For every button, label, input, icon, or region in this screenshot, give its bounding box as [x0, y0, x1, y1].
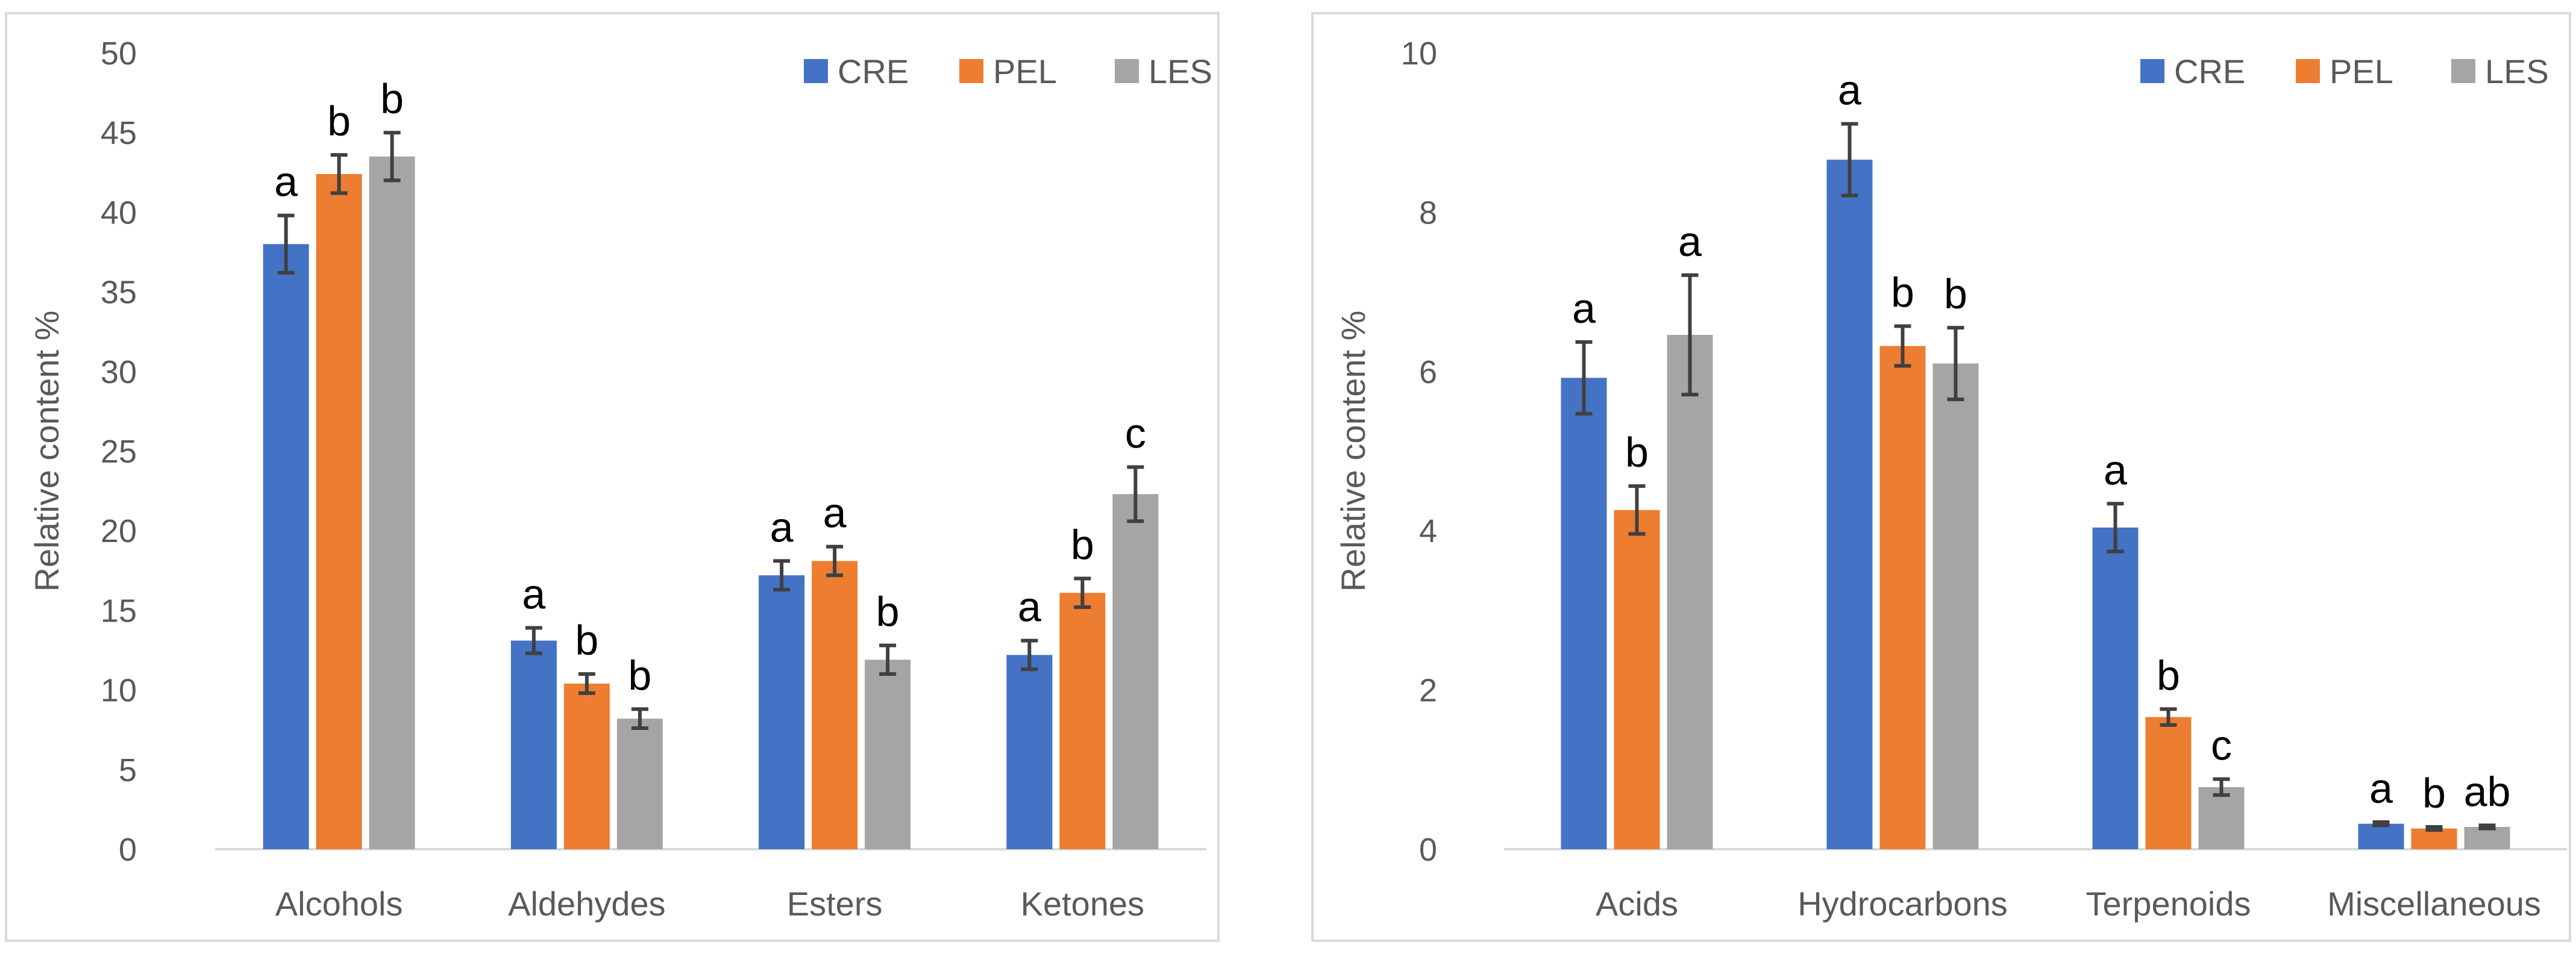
- right-bar-cre: [2092, 527, 2139, 849]
- right-y-tick-label: 2: [1419, 673, 1437, 709]
- right-legend-label-pel: PEL: [2330, 52, 2393, 90]
- right-legend-swatch-les: [2451, 59, 2475, 83]
- chart-panel-left: Relative content % 0 5 10 15 20 25 30 35 40 45 50 Al…: [5, 12, 1220, 942]
- left-bar-cre: [263, 244, 309, 849]
- left-category-label: Alcohols: [275, 885, 403, 923]
- right-y-tick-label: 8: [1419, 195, 1437, 231]
- right-legend-label-cre: CRE: [2174, 52, 2245, 90]
- right-significance-letter: b: [1944, 270, 1967, 317]
- right-significance-letter: b: [1891, 269, 1914, 316]
- right-bar-pel: [1614, 510, 1660, 849]
- left-legend-label-les: LES: [1149, 52, 1212, 90]
- left-y-tick-label: 30: [101, 354, 137, 390]
- left-y-tick-label: 45: [101, 115, 137, 151]
- left-bar-cre: [759, 575, 805, 849]
- left-significance-letter: b: [327, 98, 351, 145]
- left-significance-letter: a: [823, 490, 847, 537]
- right-significance-letter: a: [1838, 67, 1861, 114]
- right-bar-les: [2198, 787, 2245, 849]
- right-significance-letter: b: [1625, 429, 1649, 476]
- right-y-tick-label: 0: [1419, 832, 1437, 868]
- left-significance-letter: c: [1125, 410, 1146, 457]
- left-legend-label-pel: PEL: [993, 52, 1057, 90]
- left-legend-swatch-pel: [959, 59, 983, 83]
- left-legend-swatch-les: [1115, 59, 1139, 83]
- right-bar-les: [1932, 363, 1979, 849]
- right-significance-letter: c: [2211, 722, 2232, 769]
- right-legend-label-les: LES: [2485, 52, 2549, 90]
- left-significance-letter: a: [522, 570, 545, 617]
- left-category-label: Aldehydes: [508, 885, 666, 923]
- left-legend-swatch-cre: [804, 59, 828, 83]
- right-y-tick-label: 10: [1401, 36, 1437, 72]
- right-bar-cre: [2358, 823, 2404, 849]
- left-bar-pel: [1059, 593, 1106, 849]
- right-significance-letter: ab: [2464, 768, 2511, 815]
- left-significance-letter: b: [628, 652, 651, 699]
- left-bar-pel: [812, 561, 858, 849]
- left-bar-les: [616, 719, 663, 849]
- left-significance-letter: a: [770, 504, 794, 550]
- left-significance-letter: b: [380, 75, 404, 122]
- right-category-label: Hydrocarbons: [1797, 885, 2008, 923]
- right-category-label: Miscellaneous: [2327, 885, 2541, 923]
- right-significance-letter: a: [2369, 765, 2393, 812]
- left-bar-pel: [563, 684, 610, 849]
- right-bar-les: [1667, 334, 1713, 849]
- left-bar-les: [865, 659, 911, 849]
- left-category-label: Ketones: [1021, 885, 1145, 923]
- right-significance-letter: b: [2422, 770, 2446, 817]
- right-significance-letter: a: [1572, 285, 1596, 332]
- left-category-label: Esters: [787, 885, 883, 923]
- left-y-tick-label: 5: [119, 752, 137, 788]
- right-bar-cre: [1561, 378, 1607, 849]
- right-bar-les: [2464, 826, 2510, 849]
- left-bar-les: [1112, 494, 1159, 849]
- left-y-tick-label: 35: [101, 275, 137, 311]
- left-y-tick-label: 15: [101, 593, 137, 629]
- right-bar-pel: [2145, 717, 2192, 849]
- left-y-axis-label: Relative content %: [28, 311, 66, 592]
- right-category-label: Acids: [1596, 885, 1678, 923]
- left-significance-letter: a: [274, 158, 298, 205]
- right-significance-letter: b: [2157, 652, 2180, 699]
- right-bar-pel: [2411, 828, 2457, 849]
- right-category-label: Terpenoids: [2086, 885, 2251, 923]
- chart-right-svg: Relative content %0246810AcidsabaHydroca…: [1334, 36, 2567, 923]
- left-y-tick-label: 50: [101, 36, 137, 72]
- right-y-tick-label: 6: [1419, 354, 1437, 390]
- right-y-axis-label: Relative content %: [1334, 311, 1372, 592]
- left-legend-label-cre: CRE: [838, 52, 909, 90]
- left-significance-letter: b: [1071, 522, 1094, 569]
- right-y-tick-label: 4: [1419, 513, 1437, 549]
- right-legend-swatch-cre: [2140, 59, 2164, 83]
- left-significance-letter: a: [1018, 584, 1041, 631]
- left-y-tick-label: 25: [101, 434, 137, 470]
- right-bar-cre: [1826, 160, 1873, 850]
- right-significance-letter: a: [1678, 218, 1702, 265]
- right-bar-pel: [1879, 346, 1926, 849]
- right-legend-swatch-pel: [2296, 59, 2320, 83]
- left-y-tick-label: 10: [101, 673, 137, 709]
- left-significance-letter: b: [876, 588, 900, 635]
- left-significance-letter: b: [575, 617, 598, 664]
- left-bar-les: [369, 156, 415, 849]
- left-bar-pel: [316, 173, 362, 850]
- left-y-tick-label: 0: [119, 832, 137, 868]
- left-bar-cre: [510, 640, 557, 849]
- left-y-tick-label: 40: [101, 195, 137, 231]
- chart-panel-right: Relative content % 0 2 4 6 8 10 Acids a b a Hydroca…: [1311, 12, 2571, 942]
- left-bar-cre: [1006, 655, 1053, 849]
- chart-left-svg: Relative content % 0 5 10 15 20 25 30 35 40 45 50 Al…: [28, 36, 1212, 923]
- left-y-tick-label: 20: [101, 513, 137, 549]
- right-significance-letter: a: [2104, 446, 2127, 493]
